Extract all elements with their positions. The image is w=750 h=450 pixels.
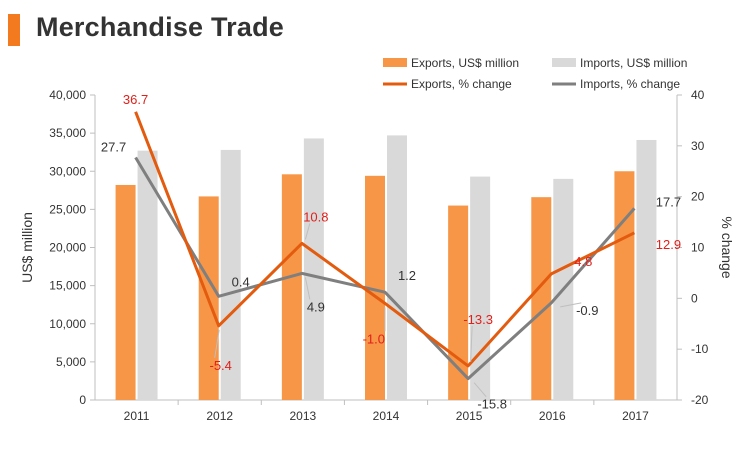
imports-change-data-label: 0.4: [232, 274, 250, 289]
bar-exports: [115, 184, 136, 400]
left-tick-label: 20,000: [49, 241, 86, 255]
right-tick-label: 30: [691, 139, 705, 153]
exports-change-data-label: 12.9: [656, 237, 681, 252]
imports-change-data-label: -15.8: [477, 397, 507, 412]
bar-imports: [636, 139, 657, 401]
legend-exports-bar-swatch: [383, 58, 407, 67]
right-tick-label: 40: [691, 88, 705, 102]
bar-exports: [448, 205, 469, 400]
left-tick-label: 30,000: [49, 164, 86, 178]
x-tick-label: 2014: [373, 409, 400, 423]
bar-exports: [531, 197, 552, 400]
exports-change-data-label: -1.0: [363, 331, 385, 346]
exports-change-label-leader: [214, 329, 220, 358]
right-tick-label: 20: [691, 190, 705, 204]
imports-change-data-label: 27.7: [101, 140, 126, 155]
title-accent-bar: [8, 14, 20, 46]
bar-imports: [470, 176, 491, 400]
bar-imports: [387, 135, 407, 400]
right-tick-label: 10: [691, 241, 705, 255]
bar-imports: [137, 150, 158, 400]
bar-exports: [281, 174, 302, 400]
page-title: Merchandise Trade: [36, 12, 284, 42]
bar-imports: [303, 138, 324, 400]
right-tick-label: 0: [691, 291, 698, 305]
legend-exports-bar-label: Exports, US$ million: [411, 56, 519, 70]
imports-change-label-leader: [304, 277, 311, 300]
x-tick-label: 2017: [622, 409, 649, 423]
legend-imports-bar-swatch: [552, 58, 576, 67]
left-tick-label: 35,000: [49, 126, 86, 140]
imports-change-data-label: 1.2: [398, 268, 416, 283]
x-tick-label: 2012: [206, 409, 233, 423]
left-tick-label: 10,000: [49, 317, 86, 331]
imports-change-data-label: 17.7: [656, 194, 681, 209]
left-tick-label: 0: [79, 393, 86, 407]
right-tick-label: -10: [691, 342, 709, 356]
exports-change-data-label: -5.4: [210, 358, 232, 373]
exports-change-label-leader: [470, 325, 473, 362]
y2-axis-title: % change: [719, 216, 735, 278]
exports-change-data-label: -13.3: [463, 312, 493, 327]
bar-exports: [614, 171, 635, 400]
imports-change-data-label: -0.9: [576, 303, 598, 318]
line-imports-change: [134, 156, 636, 381]
left-tick-label: 5,000: [56, 355, 86, 369]
imports-change-data-label: 4.9: [307, 299, 325, 314]
y-axis-title: US$ million: [19, 212, 35, 283]
bar-imports: [220, 149, 241, 400]
exports-change-data-label: 4.8: [574, 254, 592, 269]
left-tick-label: 25,000: [49, 202, 86, 216]
x-tick-label: 2011: [124, 409, 150, 423]
bar-exports: [365, 175, 385, 400]
imports-change-label-leader: [473, 382, 487, 397]
x-tick-label: 2015: [456, 409, 483, 423]
x-tick-label: 2013: [290, 409, 317, 423]
legend-imports-bar-label: Imports, US$ million: [580, 56, 687, 70]
line-exports-change: [134, 111, 636, 368]
imports-change-label-leader: [560, 302, 582, 308]
left-tick-label: 15,000: [49, 279, 86, 293]
legend-imports-line-label: Imports, % change: [580, 77, 680, 91]
exports-change-label-leader: [304, 223, 311, 240]
exports-change-data-label: 10.8: [303, 209, 328, 224]
right-tick-label: -20: [691, 393, 709, 407]
legend-exports-line-label: Exports, % change: [411, 77, 512, 91]
left-tick-label: 40,000: [49, 88, 86, 102]
x-tick-label: 2016: [539, 409, 566, 423]
exports-change-data-label: 36.7: [123, 92, 148, 107]
